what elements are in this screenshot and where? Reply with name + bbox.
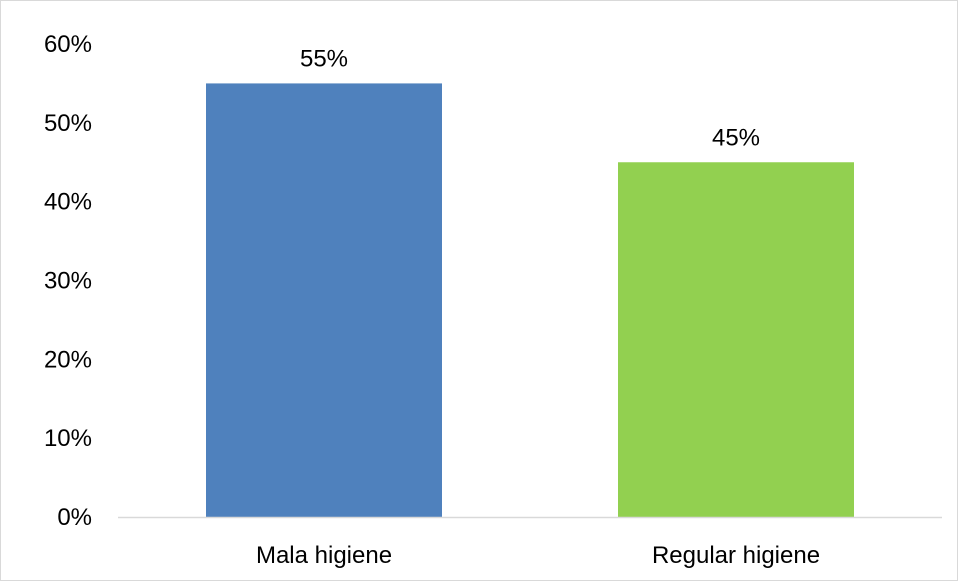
y-tick-label: 20%: [44, 346, 92, 373]
data-label: 45%: [712, 124, 760, 151]
data-labels: 55% 45%: [300, 45, 760, 151]
x-category-label: Mala higiene: [256, 542, 392, 569]
y-tick-label: 10%: [44, 425, 92, 452]
bar-mala-higiene: [206, 83, 442, 518]
data-label: 55%: [300, 45, 348, 72]
category-labels: Mala higiene Regular higiene: [256, 542, 820, 569]
y-axis-ticks: 0% 10% 20% 30% 40% 50% 60%: [44, 31, 92, 531]
y-tick-label: 50%: [44, 110, 92, 137]
x-category-label: Regular higiene: [652, 542, 820, 569]
y-tick-label: 40%: [44, 189, 92, 216]
bars: [206, 83, 854, 518]
y-tick-label: 30%: [44, 268, 92, 295]
y-tick-label: 0%: [57, 504, 92, 531]
bar-regular-higiene: [618, 162, 854, 517]
y-tick-label: 60%: [44, 31, 92, 58]
